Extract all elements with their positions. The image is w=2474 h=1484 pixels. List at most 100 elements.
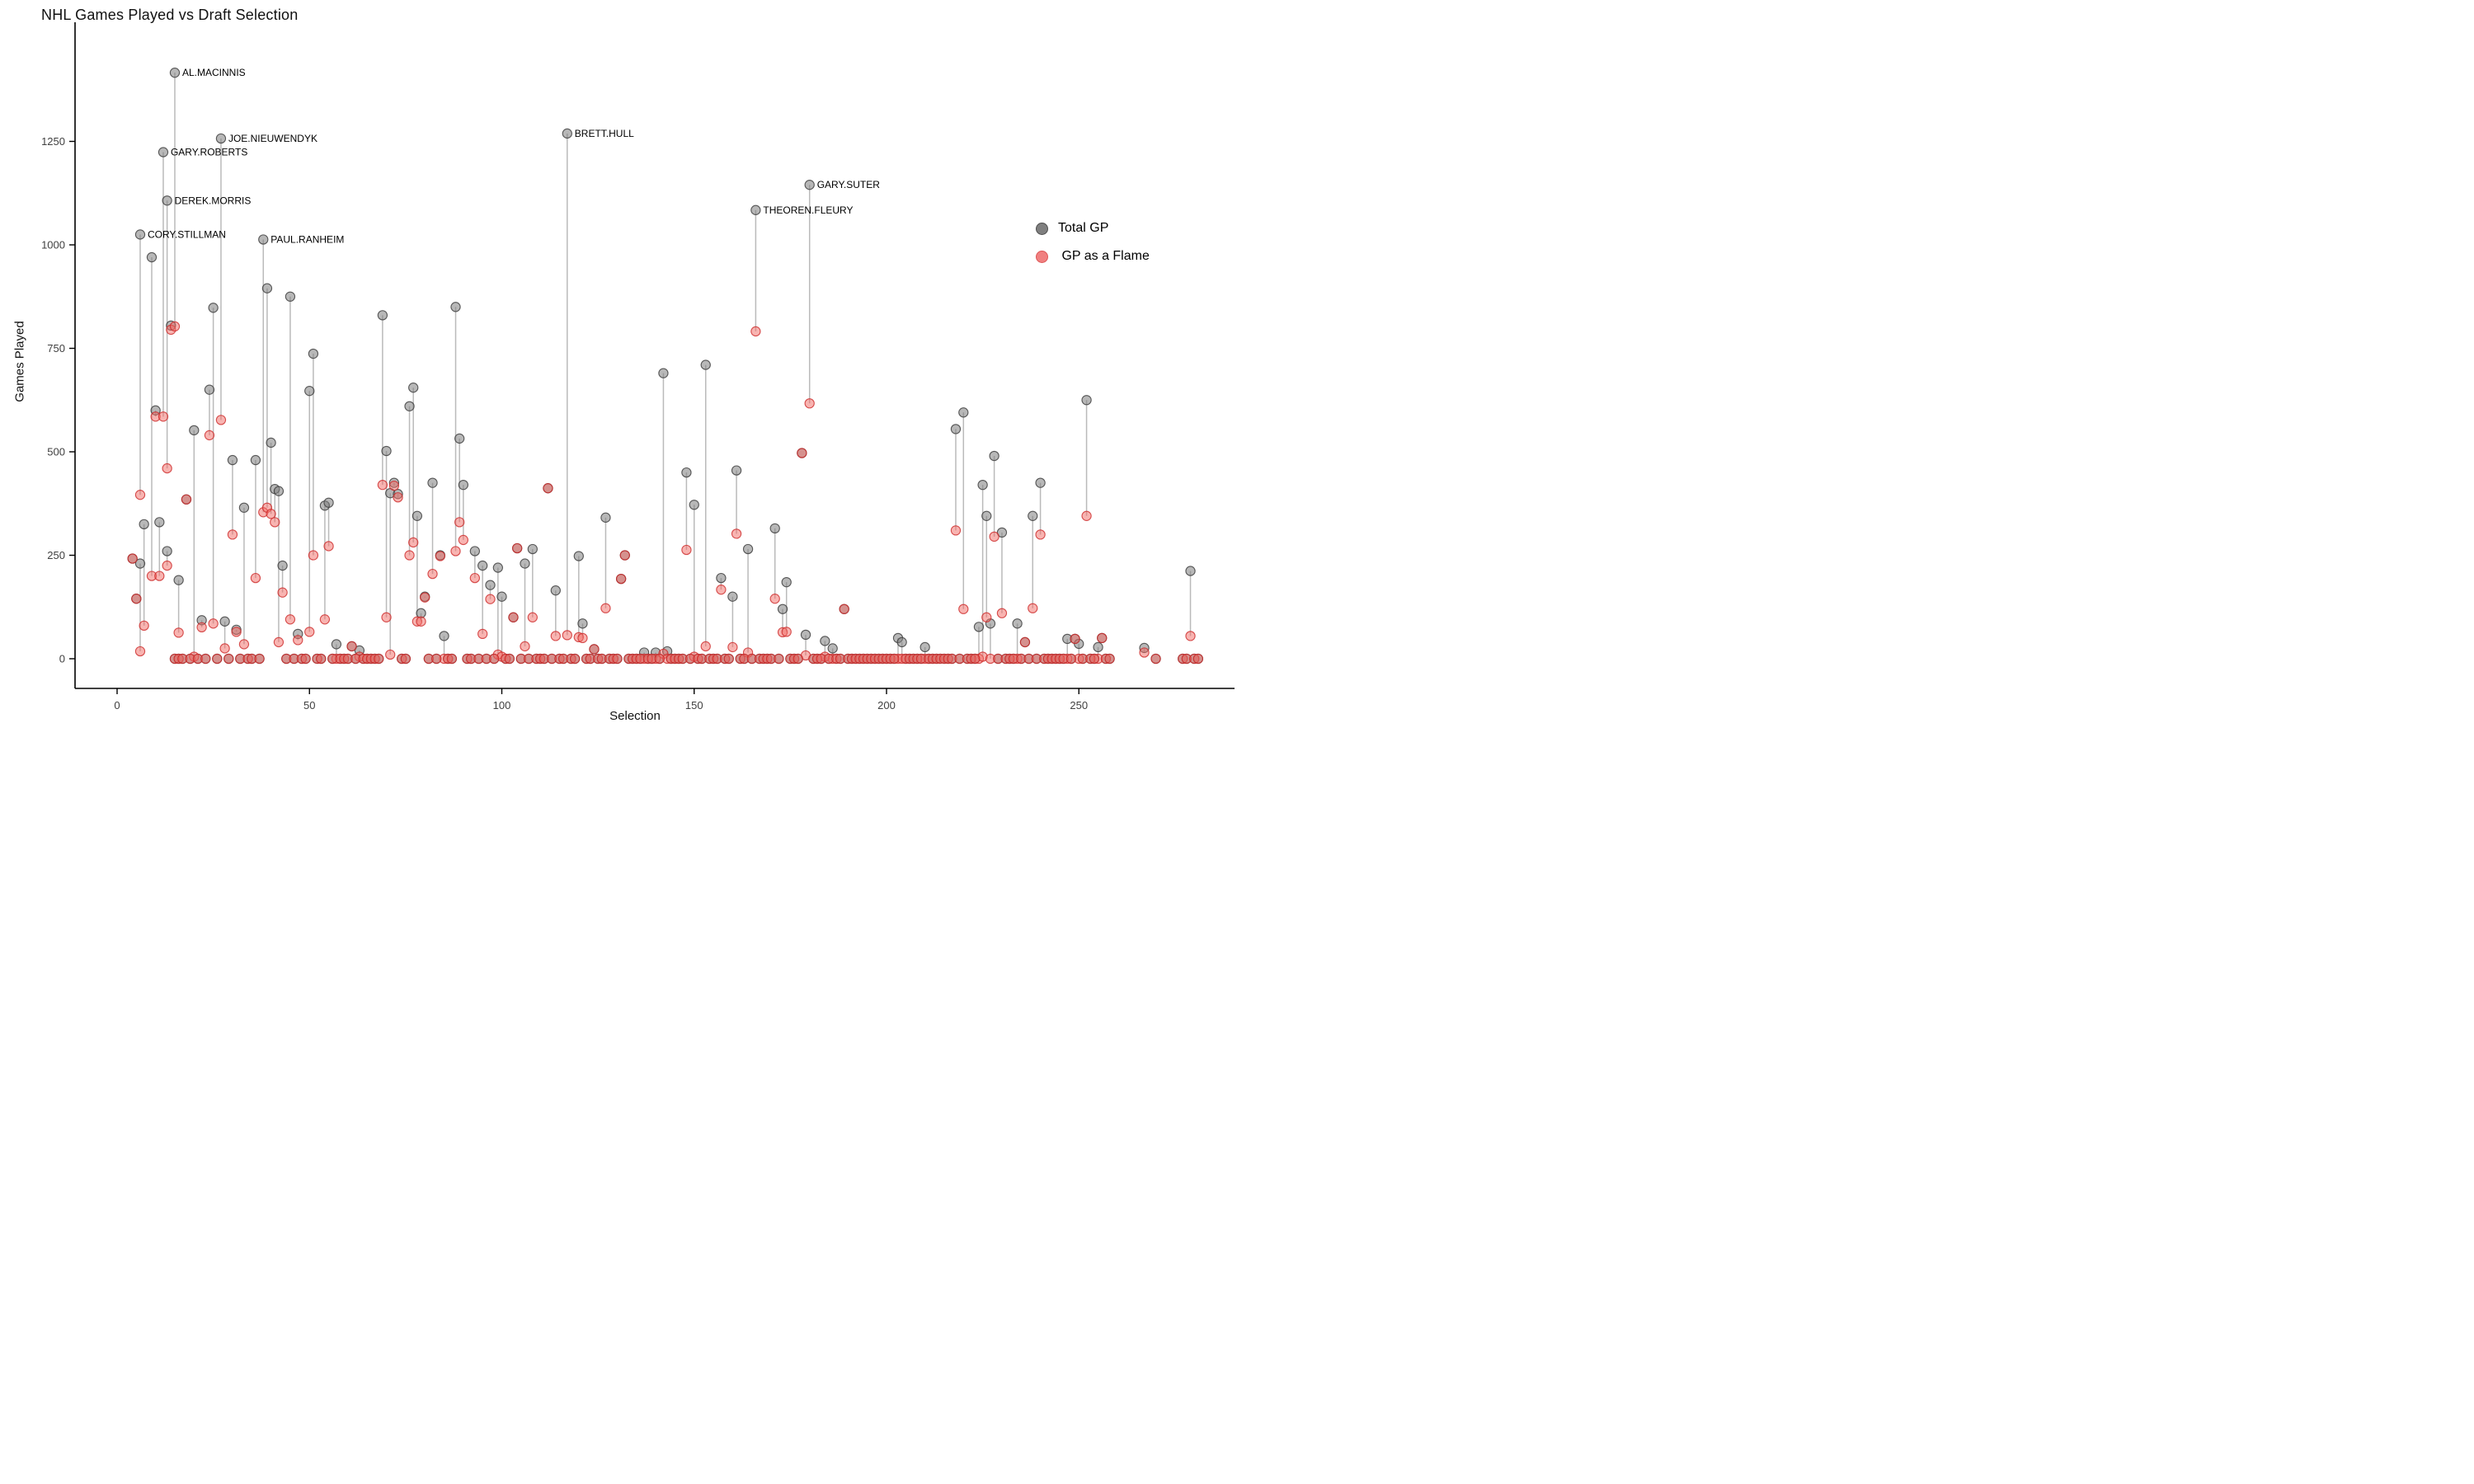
- flames-gp-point: [615, 573, 627, 585]
- flames-gp-point: [446, 653, 458, 665]
- flames-gp-point: [543, 483, 553, 494]
- flames-gp-point: [619, 550, 630, 561]
- total-gp-point: [562, 128, 572, 139]
- total-gp-point: [146, 251, 158, 263]
- total-gp-point: [573, 551, 584, 561]
- flames-gp-point: [219, 643, 230, 654]
- total-gp-point: [162, 195, 172, 206]
- total-gp-point: [154, 517, 165, 528]
- total-gp-point: [323, 497, 334, 508]
- flames-gp-point: [612, 653, 623, 665]
- flames-gp-point: [416, 616, 426, 627]
- flames-gp-point: [154, 571, 165, 581]
- total-gp-point: [1093, 641, 1103, 653]
- flames-gp-point: [385, 649, 396, 660]
- total-gp-point: [527, 543, 538, 555]
- flames-gp-point: [508, 612, 519, 622]
- total-gp-point: [958, 407, 969, 418]
- flames-gp-point: [173, 627, 184, 638]
- total-gp-point: [804, 180, 815, 190]
- flames-gp-point: [1065, 653, 1077, 665]
- x-tick-label: 100: [493, 699, 511, 711]
- flames-gp-point: [204, 430, 215, 441]
- y-tick-label: 750: [47, 342, 65, 355]
- total-gp-point: [439, 631, 449, 641]
- flames-gp-point: [654, 653, 665, 665]
- flames-gp-point: [989, 531, 999, 542]
- y-axis-title: Games Played: [12, 321, 27, 402]
- flames-gp-point: [793, 653, 803, 665]
- flames-gp-point: [889, 653, 900, 665]
- flames-gp-point: [420, 592, 430, 603]
- flames-gp-point: [489, 653, 500, 665]
- x-tick-label: 250: [1070, 699, 1088, 711]
- flames-gp-point: [377, 480, 388, 491]
- total-gp-point: [727, 591, 738, 602]
- flames-gp-point: [727, 641, 738, 653]
- total-gp-point: [377, 310, 388, 321]
- flames-gp-point: [600, 603, 611, 613]
- flames-gp-point: [958, 603, 969, 614]
- total-gp-point: [820, 636, 830, 646]
- flames-gp-point: [408, 537, 419, 548]
- total-gp-point: [250, 454, 261, 466]
- total-gp-point: [427, 477, 438, 488]
- flames-gp-point: [520, 641, 530, 652]
- total-gp-point: [158, 147, 169, 157]
- flames-gp-point: [804, 398, 815, 409]
- total-gp-point: [920, 641, 930, 653]
- flames-gp-point: [162, 560, 172, 571]
- flames-gp-point: [427, 568, 438, 580]
- flames-gp-point: [577, 632, 588, 644]
- total-gp-point: [458, 480, 468, 491]
- flames-gp-point: [1139, 647, 1150, 658]
- flames-gp-point: [750, 326, 761, 337]
- flames-gp-point: [550, 631, 561, 641]
- flames-gp-point: [981, 612, 992, 622]
- flames-gp-point: [1089, 653, 1100, 665]
- x-tick-label: 200: [877, 699, 896, 711]
- flames-gp-point: [454, 517, 465, 528]
- flames-gp-point: [1019, 636, 1031, 648]
- legend-label: Total GP: [1058, 221, 1109, 235]
- player-label: AL.MACINNIS: [182, 67, 246, 78]
- flames-gp-point: [393, 492, 403, 503]
- total-gp-point: [577, 618, 588, 629]
- player-label: CORY.STILLMAN: [148, 228, 226, 240]
- flames-gp-point: [169, 321, 181, 332]
- total-gp-point: [273, 486, 285, 496]
- total-gp-point: [227, 454, 238, 466]
- total-gp-point: [989, 450, 999, 462]
- y-tick-label: 500: [47, 446, 65, 458]
- flames-gp-point: [273, 636, 285, 648]
- flames-gp-point: [134, 490, 146, 500]
- flames-gp-point: [200, 653, 211, 665]
- flames-gp-point: [308, 550, 319, 561]
- gp-as-a-flame-swatch-icon: [1036, 250, 1048, 263]
- flames-gp-point: [374, 653, 384, 665]
- total-gp-point: [285, 291, 296, 302]
- x-tick-label: 150: [685, 699, 703, 711]
- flames-gp-point: [277, 587, 288, 598]
- flames-gp-point: [950, 525, 962, 536]
- flames-gp-point: [181, 494, 192, 505]
- total-gp-point: [996, 527, 1008, 538]
- total-gp-point: [169, 68, 181, 78]
- total-gp-point: [477, 560, 488, 571]
- flames-gp-point: [527, 612, 538, 622]
- x-axis-title: Selection: [609, 709, 661, 723]
- flames-gp-point: [293, 635, 303, 646]
- flames-gp-point: [469, 572, 480, 584]
- player-label: THEOREN.FLEURY: [763, 204, 853, 216]
- total-gp-point: [769, 523, 780, 534]
- flames-gp-point: [769, 594, 780, 604]
- total-gp-point: [469, 546, 480, 556]
- total-gp-point: [750, 204, 761, 215]
- y-tick-label: 250: [47, 549, 65, 561]
- total-gp-point: [658, 368, 669, 378]
- flames-gp-point: [131, 594, 142, 604]
- flames-gp-point: [1097, 632, 1108, 644]
- flames-gp-point: [512, 542, 523, 554]
- total-gp-point: [173, 575, 184, 585]
- flames-gp-point: [346, 641, 357, 652]
